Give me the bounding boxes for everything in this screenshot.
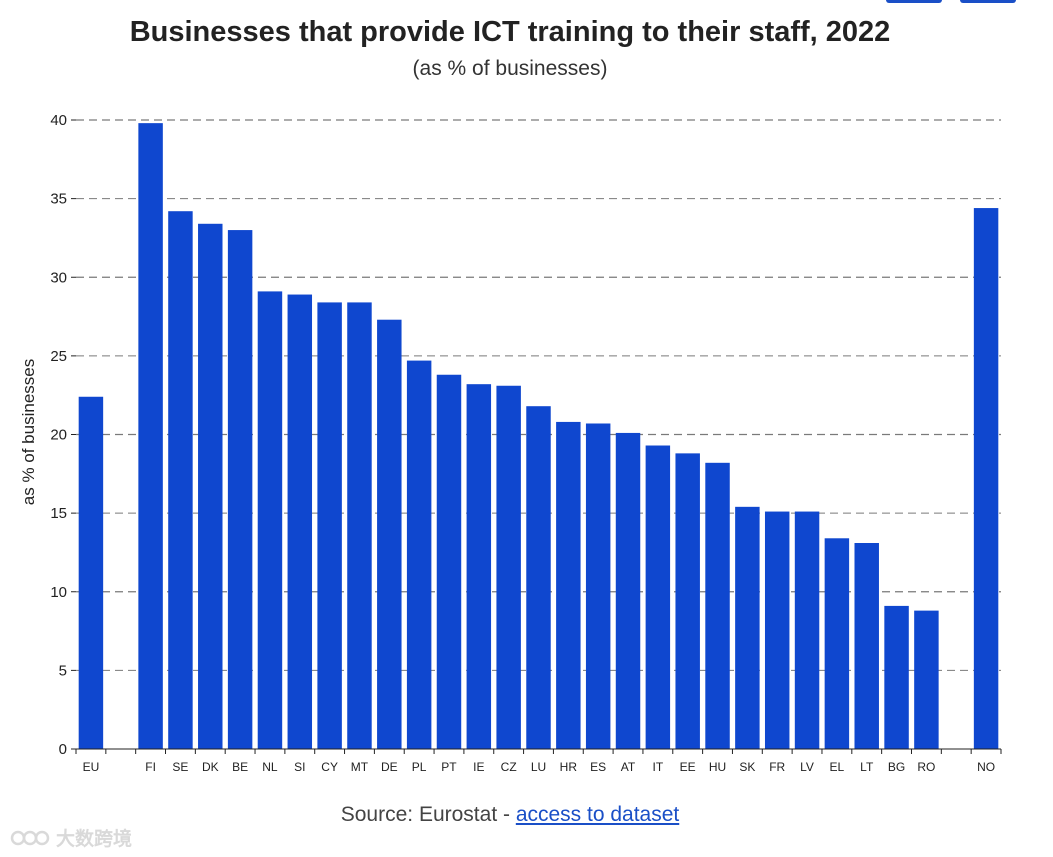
bar-se[interactable]: [168, 211, 193, 749]
x-tick-label-el: EL: [830, 760, 845, 774]
watermark-text: 大数跨境: [56, 829, 133, 850]
x-tick-label-dk: DK: [202, 760, 219, 774]
watermark: 大数跨境: [10, 824, 132, 851]
watermark-logo-icon: [10, 830, 50, 845]
bar-no[interactable]: [973, 208, 999, 749]
x-tick-label-de: DE: [381, 760, 398, 774]
bar-bg[interactable]: [884, 605, 909, 749]
bar-chart: 0 5 10 15 20 25 30 35 40 EU FI SE DK BE NL SI CY MT DE PL PT…: [19, 112, 1002, 774]
x-tick-label-lu: LU: [531, 760, 546, 774]
y-tick-label: 30: [50, 269, 67, 286]
y-tick-label: 35: [50, 191, 67, 208]
bar-el[interactable]: [824, 538, 850, 749]
source-text: Source: Eurostat -: [340, 803, 516, 826]
y-axis-label: as % of businesses: [19, 359, 38, 505]
bar-ee[interactable]: [675, 453, 700, 749]
y-tick-label: 0: [59, 741, 67, 758]
x-tick-label-lt: LT: [860, 760, 874, 774]
bars: [78, 123, 999, 749]
x-tick-label-fr: FR: [769, 760, 785, 774]
x-tick-label-ro: RO: [917, 760, 935, 774]
bar-hr[interactable]: [556, 421, 581, 749]
y-tick-label: 25: [50, 348, 67, 365]
bar-dk[interactable]: [198, 223, 223, 749]
bar-fr[interactable]: [764, 511, 790, 749]
x-tick-label-eu: EU: [83, 760, 100, 774]
bar-lu[interactable]: [526, 406, 551, 749]
x-tick-label-se: SE: [172, 760, 188, 774]
x-tick-label-mt: MT: [351, 760, 369, 774]
bar-be[interactable]: [227, 230, 253, 749]
bar-cz[interactable]: [496, 385, 521, 749]
x-tick-label-nl: NL: [262, 760, 278, 774]
y-tick-label: 15: [50, 505, 67, 522]
x-tick-label-pt: PT: [441, 760, 457, 774]
bar-si[interactable]: [287, 294, 313, 749]
x-tick-label-ee: EE: [680, 760, 696, 774]
top-tab-left[interactable]: [886, 0, 942, 3]
x-tick-label-si: SI: [294, 760, 305, 774]
bar-eu[interactable]: [78, 396, 104, 749]
x-tick-label-at: AT: [621, 760, 636, 774]
x-tick-label-cy: CY: [321, 760, 338, 774]
bar-pt[interactable]: [436, 374, 462, 749]
x-tick-label-no: NO: [977, 760, 995, 774]
x-tick-label-cz: CZ: [501, 760, 517, 774]
x-tick-label-es: ES: [590, 760, 606, 774]
y-tick-label: 20: [50, 427, 67, 444]
bar-at[interactable]: [615, 432, 641, 749]
y-tick-label: 40: [50, 112, 67, 129]
bar-lt[interactable]: [854, 543, 879, 749]
x-tick-label-hr: HR: [560, 760, 578, 774]
x-tick-label-ie: IE: [473, 760, 484, 774]
bar-pl[interactable]: [406, 360, 432, 749]
axes: 0 5 10 15 20 25 30 35 40 EU FI SE DK BE NL SI CY MT DE PL PT…: [50, 112, 1002, 774]
x-tick-label-pl: PL: [412, 760, 427, 774]
bar-es[interactable]: [585, 423, 611, 749]
bar-lv[interactable]: [794, 511, 820, 749]
top-tab-right[interactable]: [960, 0, 1016, 3]
x-tick-label-fi: FI: [145, 760, 156, 774]
x-tick-label-lv: LV: [800, 760, 814, 774]
x-tick-label-be: BE: [232, 760, 248, 774]
chart-title: Businesses that provide ICT training to …: [129, 16, 891, 48]
bar-ro[interactable]: [914, 610, 939, 749]
x-tick-label-hu: HU: [709, 760, 726, 774]
y-tick-label: 10: [50, 584, 67, 601]
bar-mt[interactable]: [347, 302, 372, 749]
bar-cy[interactable]: [317, 302, 342, 749]
x-tick-label-it: IT: [653, 760, 664, 774]
bar-hu[interactable]: [705, 462, 730, 749]
source-line: Source: Eurostat - access to dataset: [0, 803, 1020, 827]
bar-de[interactable]: [377, 319, 402, 749]
bar-it[interactable]: [645, 445, 671, 749]
x-tick-label-sk: SK: [739, 760, 755, 774]
bar-nl[interactable]: [257, 291, 283, 749]
y-tick-label: 5: [59, 662, 67, 679]
dataset-link[interactable]: access to dataset: [515, 803, 680, 826]
chart-subtitle: (as % of businesses): [412, 57, 608, 80]
bar-sk[interactable]: [735, 506, 760, 749]
bar-ie[interactable]: [466, 384, 492, 749]
x-tick-label-bg: BG: [888, 760, 905, 774]
bar-fi[interactable]: [138, 123, 163, 749]
